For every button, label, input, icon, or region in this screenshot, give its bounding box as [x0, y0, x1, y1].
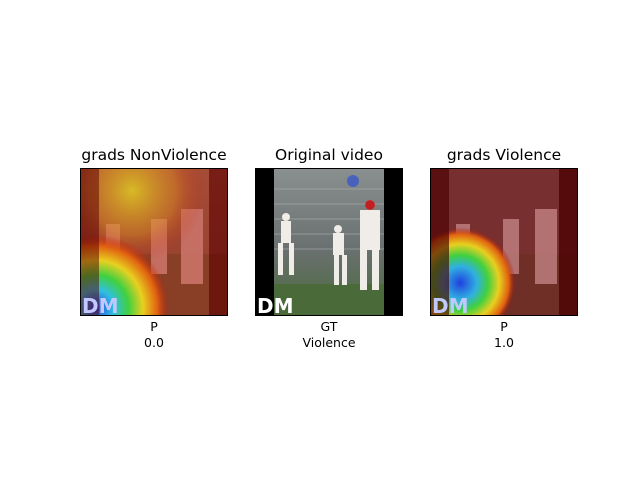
caption-value: Violence [302, 335, 356, 350]
gradcam-nonviolence-image: DM [80, 168, 228, 316]
caption-value: 1.0 [494, 335, 514, 350]
caption-label: P [500, 319, 508, 334]
watermark-text: DM [432, 294, 469, 315]
panel-title: Original video [275, 146, 383, 164]
caption-value: 0.0 [144, 335, 164, 350]
panel-grads-violence: grads Violence DM [430, 0, 578, 480]
watermark-text: DM [257, 294, 294, 315]
ground-truth-caption: GT Violence [225, 319, 433, 351]
original-video-frame: DM [255, 168, 403, 316]
caption-label: GT [320, 319, 338, 334]
watermark-text: DM [82, 294, 119, 315]
panel-grads-nonviolence: grads NonViolence [80, 0, 228, 480]
panel-original-video: Original video DM [255, 0, 403, 480]
gradcam-violence-image: DM [430, 168, 578, 316]
panel-title: grads Violence [446, 146, 562, 164]
caption-label: P [150, 319, 158, 334]
panel-title: grads NonViolence [81, 146, 227, 164]
prediction-caption: P 1.0 [400, 319, 608, 351]
prediction-caption: P 0.0 [50, 319, 258, 351]
